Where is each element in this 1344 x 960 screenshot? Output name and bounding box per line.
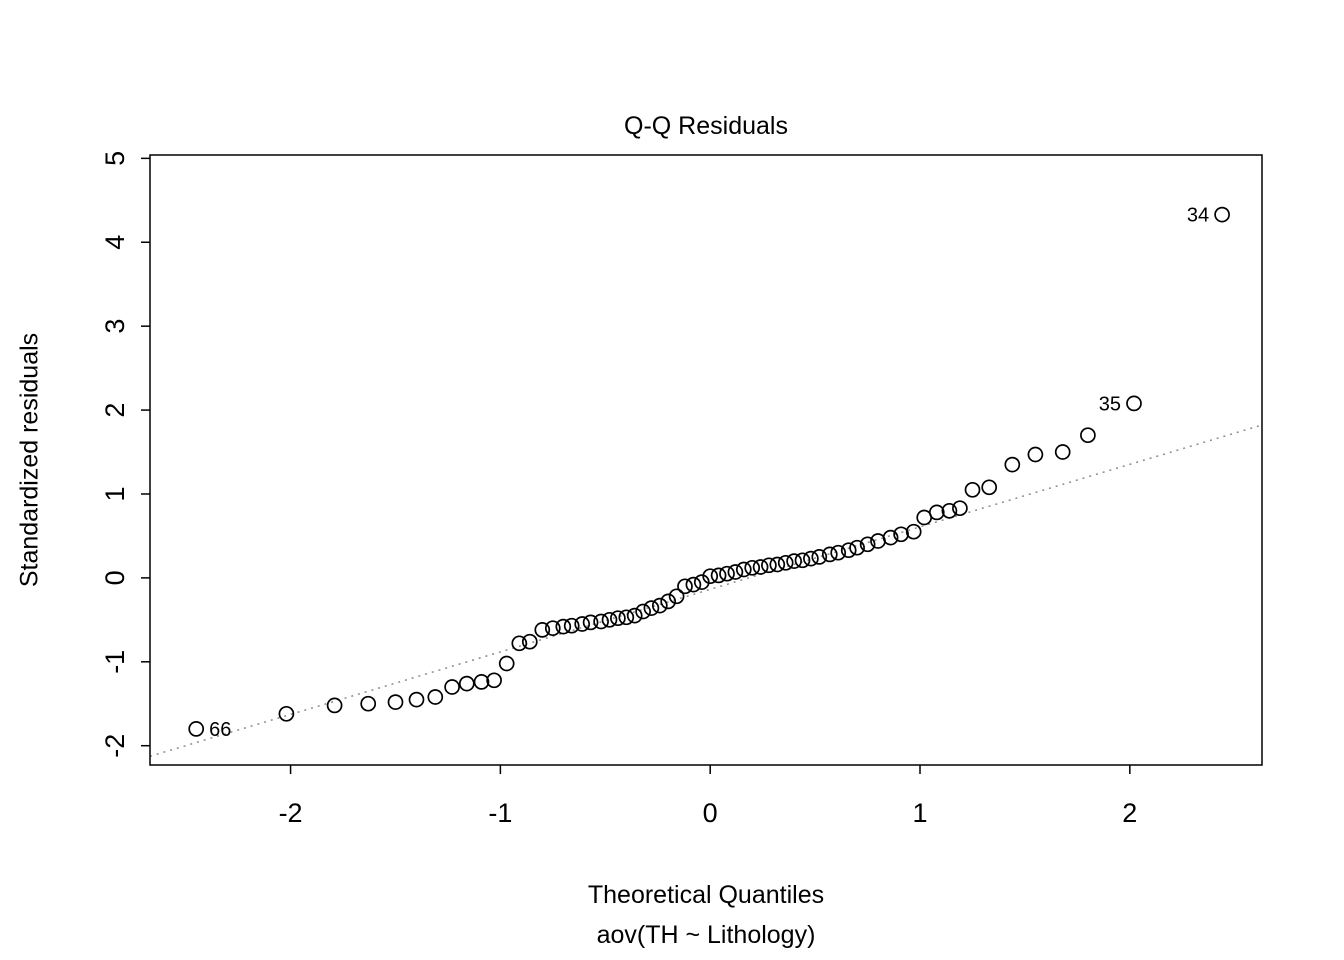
data-point	[821, 546, 838, 563]
data-point	[964, 481, 981, 498]
data-point	[563, 617, 580, 634]
data-point	[952, 500, 968, 517]
data-point	[458, 675, 475, 692]
data-point	[544, 620, 561, 637]
y-tick-label: 0	[100, 570, 130, 585]
plot-border	[149, 154, 1263, 766]
point-label: 35	[1099, 393, 1121, 415]
data-point	[727, 564, 744, 580]
data-point	[360, 695, 377, 712]
data-point	[677, 578, 693, 595]
data-point	[719, 565, 735, 582]
data-point	[744, 559, 761, 576]
data-point	[521, 633, 538, 650]
data-point	[1214, 206, 1230, 223]
data-point	[882, 529, 899, 546]
data-point	[610, 610, 626, 627]
data-point	[601, 611, 618, 628]
data-point	[444, 679, 460, 695]
data-point	[534, 622, 551, 638]
x-tick-label: -2	[279, 798, 303, 828]
y-tick-label: 3	[100, 319, 130, 334]
data-point	[761, 557, 777, 574]
x-tick-label: 1	[912, 798, 927, 828]
data-point	[1054, 444, 1071, 460]
data-point	[811, 549, 828, 565]
data-point	[593, 613, 609, 630]
data-point	[1027, 446, 1044, 463]
data-point	[849, 539, 865, 556]
y-tick-label: -2	[100, 734, 130, 758]
data-point	[693, 574, 710, 590]
data-point	[710, 567, 727, 584]
data-point	[643, 600, 660, 616]
reference-line	[149, 424, 1263, 758]
data-point	[498, 655, 515, 672]
data-point	[511, 635, 528, 652]
data-point	[582, 614, 599, 631]
data-point	[859, 536, 876, 553]
data-point	[486, 672, 502, 689]
x-tick-label: 2	[1122, 798, 1137, 828]
data-point	[473, 674, 490, 690]
data-point	[794, 552, 811, 569]
x-axis-subtitle: aov(TH ~ Lithology)	[596, 921, 816, 949]
y-tick-label: 4	[100, 235, 130, 250]
data-point	[830, 544, 847, 561]
data-point	[905, 523, 922, 540]
data-point	[618, 609, 635, 626]
data-point	[685, 576, 702, 593]
y-tick-label: 5	[100, 151, 130, 166]
data-point	[626, 607, 643, 624]
data-point	[840, 542, 857, 559]
x-axis-title: Theoretical Quantiles	[587, 881, 825, 909]
y-tick-label: 1	[100, 486, 130, 501]
data-point	[735, 561, 752, 578]
data-point	[668, 588, 685, 605]
data-point	[188, 721, 205, 737]
data-point	[574, 616, 591, 632]
data-point	[408, 691, 425, 708]
data-point	[702, 568, 719, 585]
chart-title: Q-Q Residuals	[624, 112, 788, 140]
data-point	[1004, 456, 1021, 473]
data-point	[803, 550, 819, 567]
data-point	[1080, 427, 1096, 444]
x-tick-label: -1	[488, 798, 512, 828]
y-tick-label: -1	[100, 650, 130, 674]
point-label: 34	[1187, 205, 1209, 227]
data-point	[769, 556, 786, 573]
data-point	[752, 559, 769, 575]
data-point	[326, 697, 343, 714]
data-point	[1126, 395, 1142, 412]
data-point	[941, 502, 958, 519]
point-label: 66	[209, 719, 231, 741]
y-axis-title: Standardized residuals	[15, 332, 44, 588]
data-point	[786, 553, 802, 569]
data-point	[660, 593, 677, 610]
data-point	[928, 504, 945, 521]
data-point	[981, 479, 998, 496]
data-point	[651, 597, 668, 614]
data-point	[427, 689, 444, 705]
x-tick-label: 0	[703, 798, 718, 828]
data-point	[278, 705, 295, 722]
y-tick-label: 2	[100, 403, 130, 418]
data-point	[555, 618, 572, 635]
data-point	[387, 694, 404, 710]
data-point	[777, 554, 794, 571]
data-point	[635, 603, 651, 620]
